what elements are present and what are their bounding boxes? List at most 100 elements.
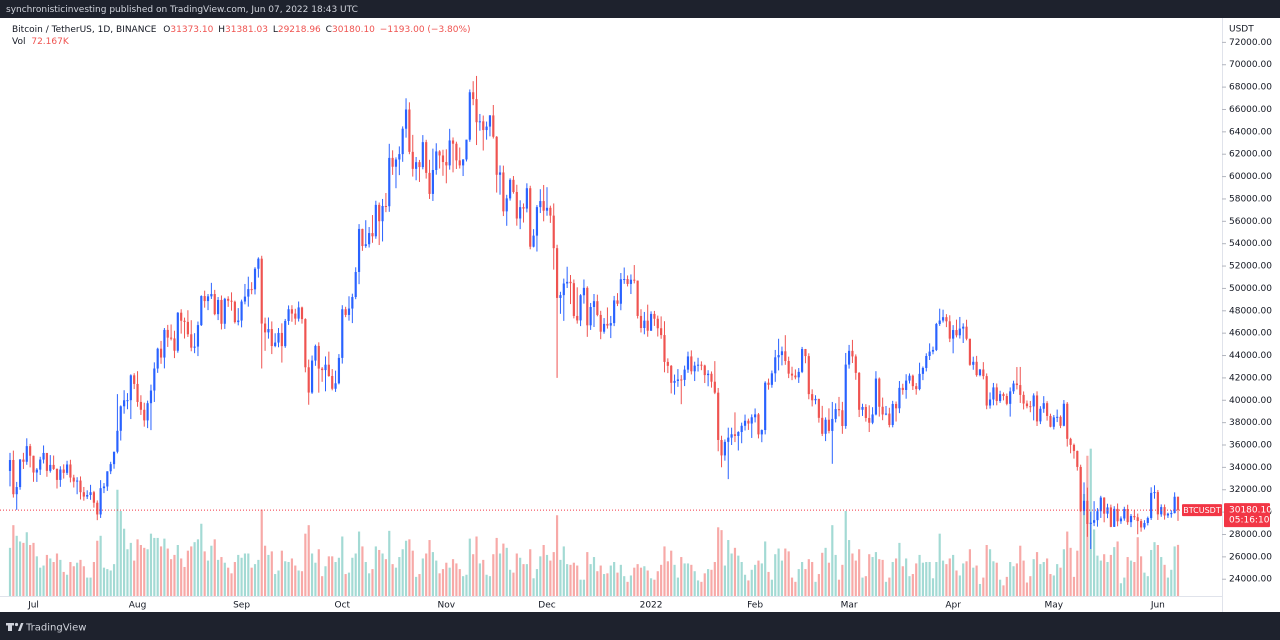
volume-bar	[344, 574, 347, 596]
candle-body	[1035, 395, 1039, 422]
volume-bar	[992, 561, 995, 596]
candle-body	[223, 298, 226, 324]
candle-body	[196, 325, 200, 347]
volume-bar	[18, 541, 22, 596]
volume-bar	[978, 583, 982, 596]
candle-body	[727, 437, 730, 442]
candle-body	[243, 296, 247, 302]
volume-bar	[65, 574, 69, 596]
candle-body	[455, 143, 458, 161]
volume-bar	[999, 579, 1002, 596]
candle-body	[206, 296, 210, 302]
candle-body	[1066, 403, 1069, 439]
volume-bar	[851, 553, 854, 596]
candle-body	[186, 321, 189, 335]
candle-body	[509, 179, 512, 199]
y-tick-label: 72000.00	[1229, 38, 1272, 48]
volume-bar	[921, 562, 925, 596]
volume-bar	[1052, 575, 1055, 596]
candle-body	[1029, 406, 1032, 408]
x-tick-label: Dec	[538, 601, 555, 611]
volume-bar	[616, 572, 619, 596]
volume-bar	[1123, 577, 1126, 596]
volume-bar	[757, 560, 760, 596]
candle-body	[65, 464, 69, 473]
volume-bar	[660, 564, 663, 596]
candle-body	[1136, 517, 1139, 522]
candle-body	[754, 414, 757, 418]
volume-bar	[1056, 564, 1059, 596]
candle-body	[136, 383, 139, 402]
y-tick-label: 24000.00	[1229, 575, 1272, 585]
close-prefix: C	[326, 25, 332, 35]
candle-body	[1150, 492, 1153, 519]
candle-body	[515, 192, 518, 219]
volume-bar	[126, 549, 129, 596]
candle-body	[190, 334, 193, 348]
candle-body	[478, 121, 481, 123]
candle-body	[263, 323, 267, 333]
candle-body	[1042, 403, 1045, 409]
volume-bar	[290, 558, 294, 596]
volume-bar	[183, 566, 186, 596]
low-value: 29218.96	[278, 25, 321, 35]
volume-bar	[941, 560, 945, 596]
volume-bar	[878, 559, 881, 596]
volume-bar	[847, 540, 851, 596]
volume-bar	[159, 546, 163, 596]
candle-body	[948, 321, 951, 339]
y-tick-label: 64000.00	[1229, 127, 1272, 137]
candle-body	[22, 459, 25, 462]
candle-body	[465, 139, 468, 160]
candle-body	[1056, 416, 1059, 418]
volume-bar	[233, 562, 236, 596]
volume-bar	[1035, 552, 1039, 596]
y-tick-label: 68000.00	[1229, 83, 1272, 93]
volume-bar	[915, 563, 918, 596]
candle-body	[1069, 438, 1072, 445]
candle-body	[438, 151, 441, 156]
candle-body	[398, 154, 401, 160]
volume-bar	[535, 569, 539, 596]
candle-body	[764, 382, 767, 431]
volume-bar	[106, 569, 109, 596]
volume-bar	[270, 551, 273, 596]
volume-bar	[166, 548, 169, 596]
volume-bar	[1116, 541, 1119, 596]
candle-body	[720, 439, 723, 456]
volume-bar	[206, 560, 210, 596]
volume-bar	[294, 565, 297, 596]
candle-body	[864, 406, 867, 418]
volume-bar	[334, 562, 337, 596]
x-tick-label: May	[1045, 601, 1064, 611]
candle-body	[314, 345, 317, 361]
volume-bar	[45, 554, 49, 596]
candle-body	[324, 364, 327, 371]
volume-bar	[811, 562, 814, 596]
candle-body	[596, 301, 599, 315]
y-tick-label: 66000.00	[1229, 105, 1272, 115]
candle-body	[421, 142, 424, 168]
x-tick-label: Jun	[1150, 601, 1165, 611]
x-tick-label: Feb	[747, 601, 763, 611]
candle-body	[780, 351, 784, 356]
candle-body	[1133, 516, 1136, 518]
candle-body	[109, 464, 112, 472]
y-tick-label: 48000.00	[1229, 306, 1272, 316]
volume-bar	[378, 549, 381, 596]
volume-bar	[1173, 546, 1176, 596]
x-tick-label: Nov	[438, 601, 456, 611]
candle-body	[589, 306, 592, 326]
volume-bar	[713, 562, 716, 596]
candle-body	[599, 314, 602, 332]
candle-body	[935, 323, 938, 350]
volume-bar	[462, 576, 465, 596]
volume-bar	[354, 553, 357, 596]
candle-body	[15, 487, 18, 495]
volume-bar	[1042, 562, 1045, 596]
volume-bar	[55, 553, 59, 596]
candle-body	[649, 313, 653, 331]
candle-body	[1170, 513, 1173, 515]
candle-body	[562, 283, 565, 296]
candle-body	[404, 109, 408, 129]
